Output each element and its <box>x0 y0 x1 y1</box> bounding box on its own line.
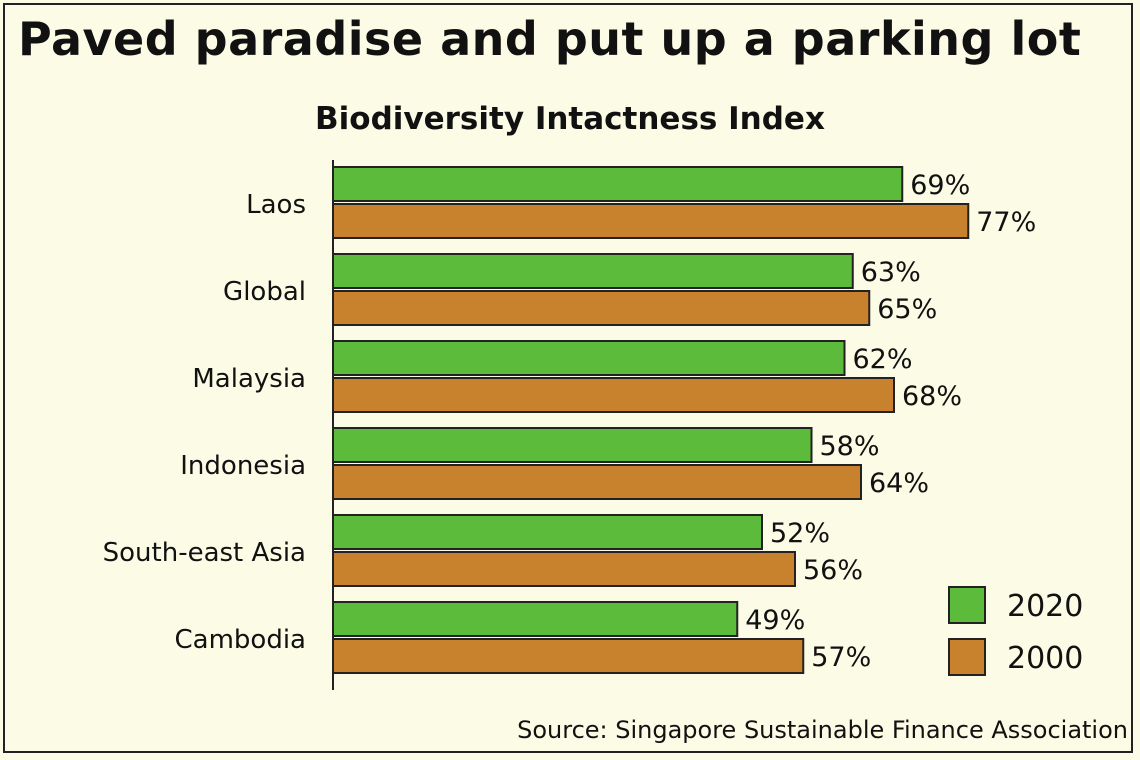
value-label-2020: 58% <box>820 431 880 462</box>
value-label-2020: 69% <box>910 170 970 201</box>
bar-2000 <box>332 203 970 239</box>
bar-2000 <box>332 377 895 413</box>
value-label-2000: 65% <box>877 294 937 325</box>
value-labels: 69%77% 63% 65% 62% 68% 58% 64% 52% 56% 49%57% <box>745 170 1036 673</box>
bar-2020 <box>332 514 763 550</box>
value-label-2000: 57% <box>811 642 871 673</box>
category-labels: Laos Global Malaysia Indonesia South-east As… <box>103 190 306 655</box>
legend-label-2000: 2000 <box>1007 641 1083 676</box>
bar-2000 <box>332 290 871 326</box>
bar-2020 <box>332 340 846 376</box>
page-title: Paved paradise and put up a parking lot <box>18 12 1082 66</box>
category-label: Malaysia <box>192 364 306 394</box>
legend-label-2020: 2020 <box>1007 589 1083 624</box>
bar-2020 <box>332 166 904 202</box>
value-label-2000: 77% <box>976 207 1036 238</box>
category-label: South-east Asia <box>103 538 306 568</box>
value-label-2020: 62% <box>853 344 913 375</box>
legend: 2020 2000 <box>948 586 1083 676</box>
value-label-2000: 64% <box>869 468 929 499</box>
bar-2020 <box>332 427 813 463</box>
value-label-2020: 52% <box>770 518 830 549</box>
value-label-2000: 56% <box>803 555 863 586</box>
chart-subtitle: Biodiversity Intactness Index <box>315 101 825 137</box>
value-label-2020: 49% <box>745 605 805 636</box>
category-label: Cambodia <box>175 625 307 655</box>
bar-2000 <box>332 551 796 587</box>
bar-2000 <box>332 638 805 674</box>
legend-swatch-2000 <box>948 638 986 676</box>
category-label: Laos <box>246 190 306 220</box>
category-label: Indonesia <box>180 451 306 481</box>
value-label-2000: 68% <box>902 381 962 412</box>
bar-2020 <box>332 601 739 637</box>
bars <box>332 166 970 674</box>
source-note: Source: Singapore Sustainable Finance As… <box>517 716 1128 744</box>
category-label: Global <box>223 277 306 307</box>
legend-swatch-2020 <box>948 586 986 624</box>
bar-2020 <box>332 253 854 289</box>
bar-2000 <box>332 464 862 500</box>
value-label-2020: 63% <box>861 257 921 288</box>
